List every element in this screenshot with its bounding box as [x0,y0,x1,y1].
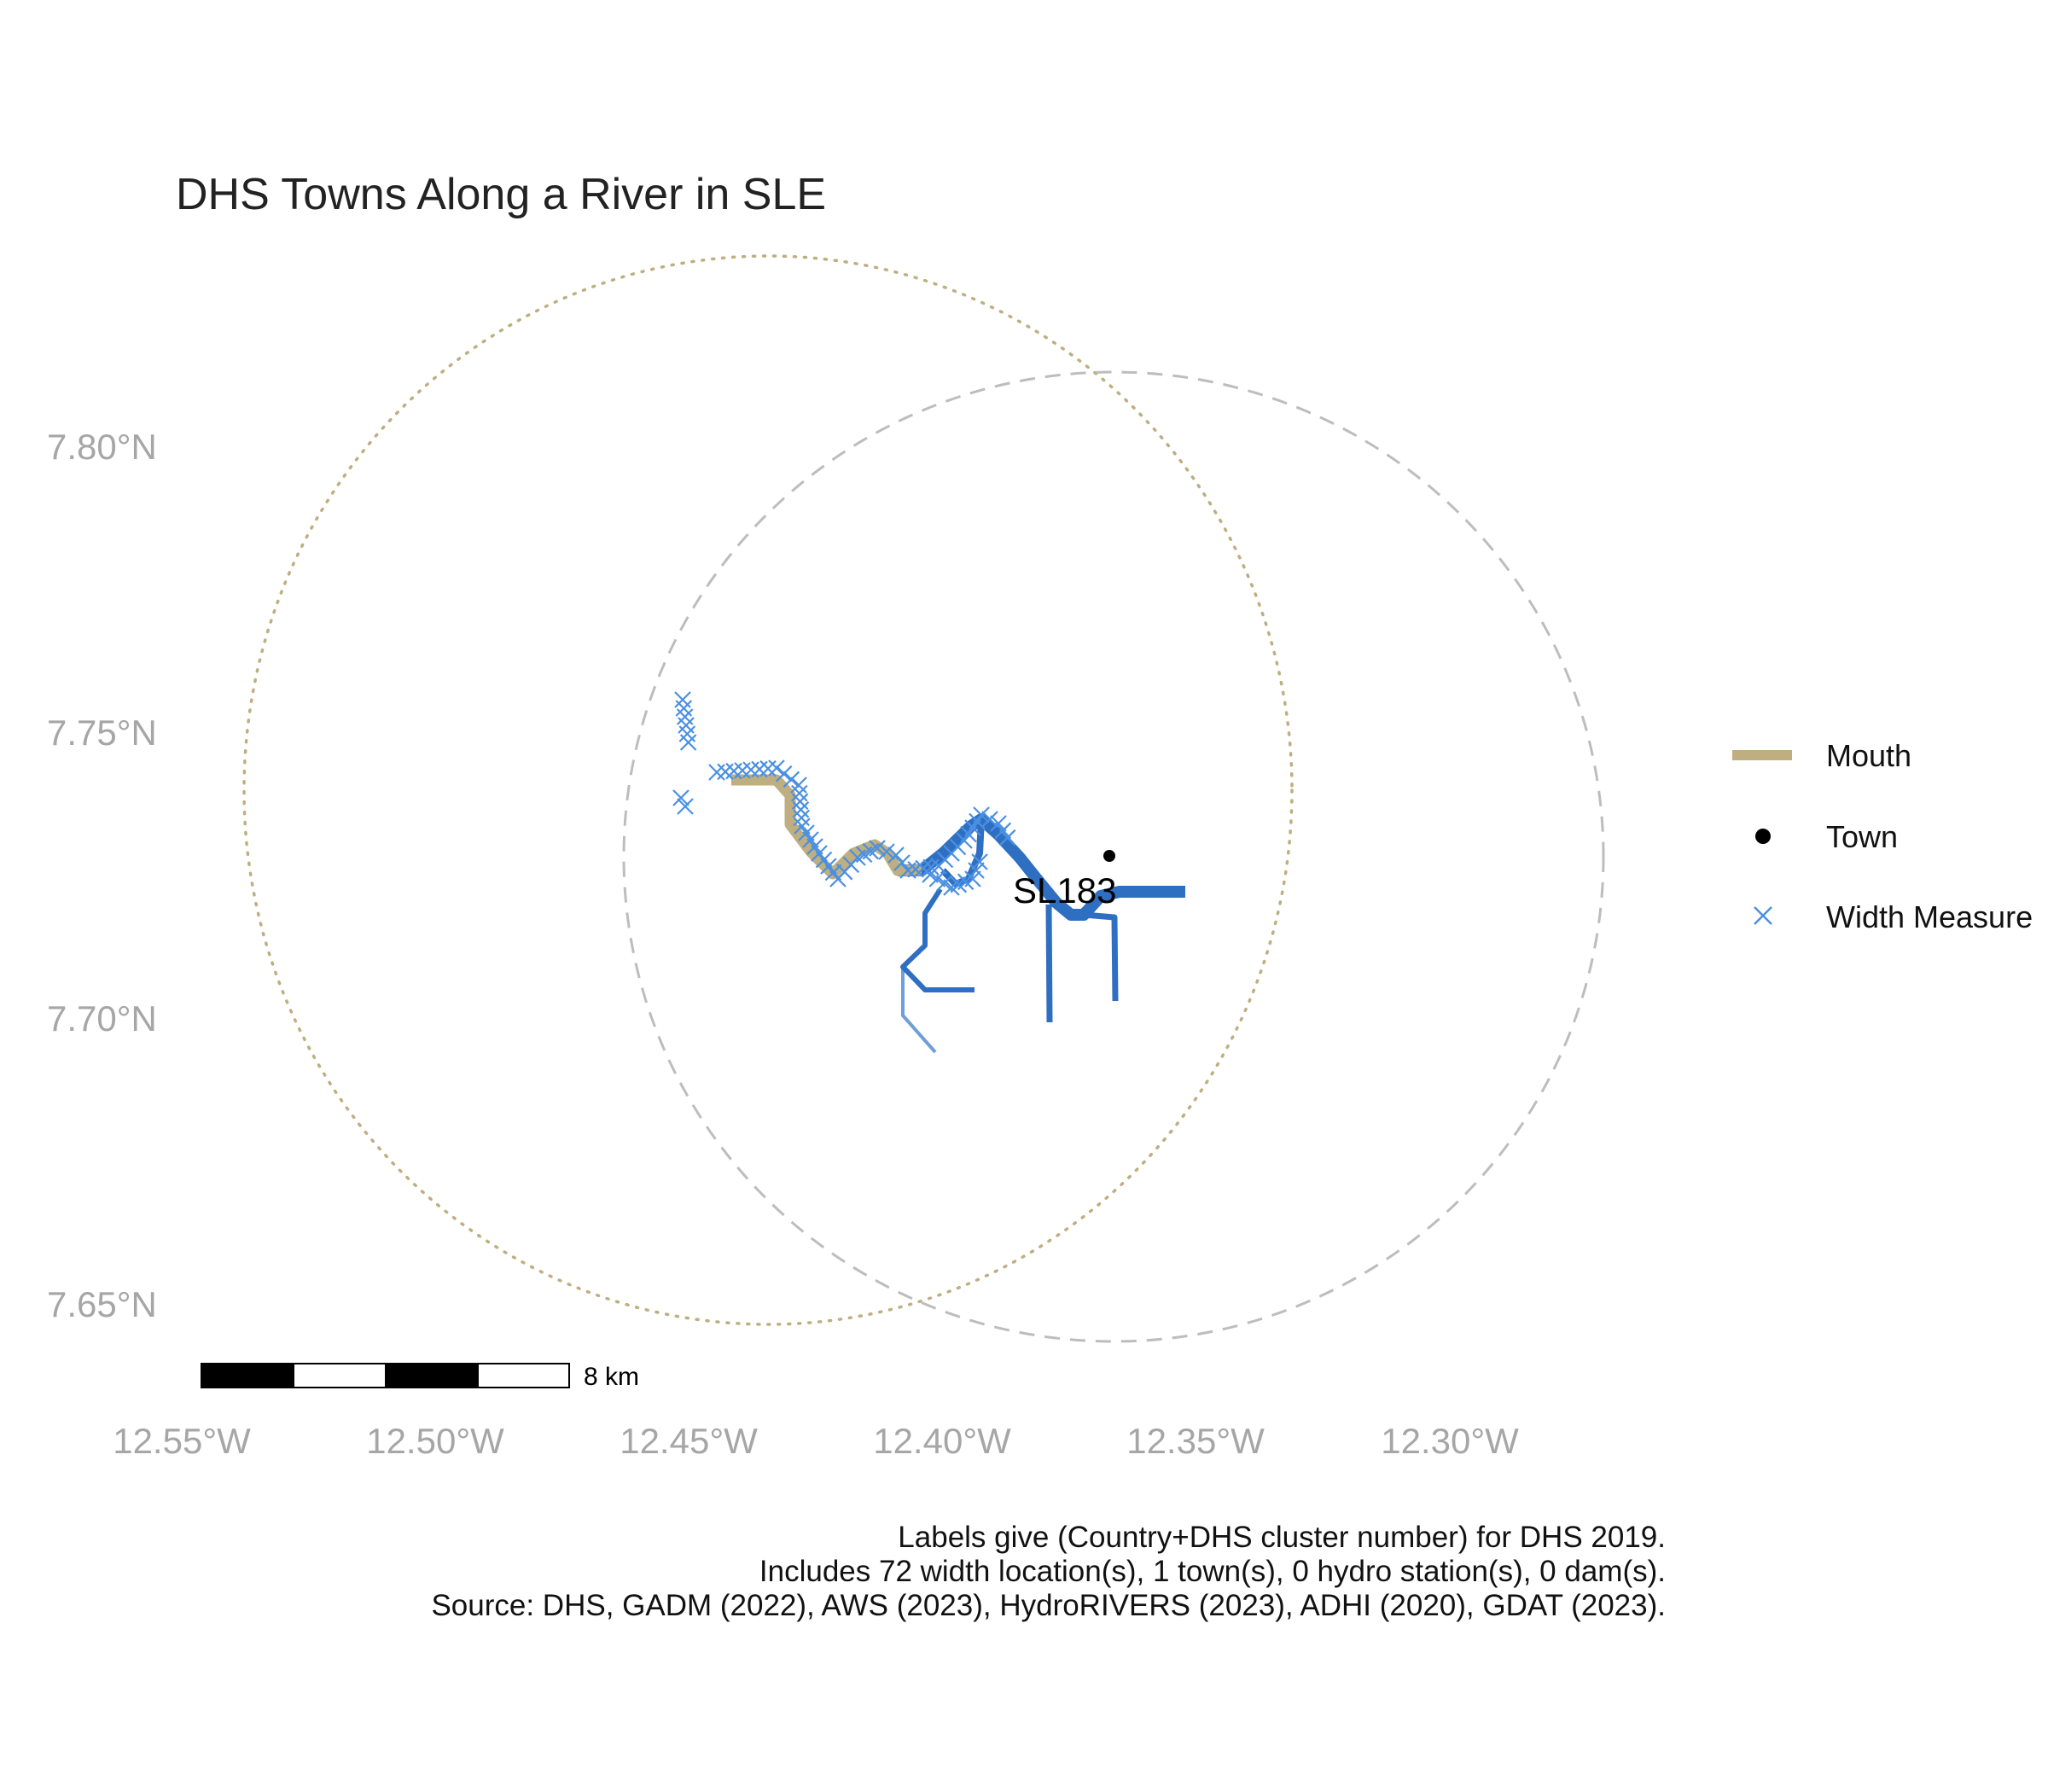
width-measure-marker [899,862,916,879]
lon-tick-label: 12.30°W [1381,1421,1519,1461]
lon-tick-label: 12.50°W [366,1421,504,1461]
width-measure-marker [971,853,988,870]
width-measure-marker [768,759,785,777]
legend-town-label: Town [1826,819,1898,854]
width-measure-marker [783,771,800,788]
width-measure-marker [968,862,985,879]
scale-bar-label: 8 km [584,1363,639,1391]
river-tributary-east [1083,911,1119,1002]
width-measure-marker [775,765,793,783]
legend-mouth-label: Mouth [1826,738,1911,773]
legend: Mouth Town Width Measure [1732,738,2033,934]
width-measure-marker [759,759,777,777]
town-buffer-circle [622,370,1605,1343]
river-tributary-light [901,967,937,1054]
town-label: SL183 [1013,870,1116,911]
width-measure-marker [994,822,1012,840]
width-measure-marker [793,809,810,827]
river-tributary-west [900,887,975,992]
legend-width-label: Width Measure [1826,899,2033,934]
lon-tick-label: 12.45°W [620,1421,758,1461]
width-measure-marker [791,784,808,802]
lat-tick-label: 7.75°N [47,713,157,753]
scale-bar: 8 km [201,1363,639,1391]
legend-town-swatch [1755,829,1771,844]
width-measure-marker [677,798,694,815]
lat-tick-label: 7.80°N [47,427,157,467]
width-measure-marker [717,763,734,781]
width-measure-marker [990,815,1007,832]
width-measure-marker [679,734,697,751]
legend-width-swatch [1754,906,1772,925]
width-measure-marker [790,777,807,794]
lon-tick-label: 12.40°W [873,1421,1011,1461]
width-measure-marker [708,764,725,781]
lat-tick-label: 7.65°N [47,1284,157,1324]
caption-line-3: Source: DHS, GADM (2022), AWS (2023), Hy… [431,1589,1666,1622]
lon-tick-label: 12.55°W [113,1421,251,1461]
width-measure-marker [792,801,810,818]
width-measure-marker [973,806,990,823]
width-measure-marker [887,847,905,864]
map-title: DHS Towns Along a River in SLE [176,170,826,219]
caption-line-1: Labels give (Country+DHS cluster number)… [898,1521,1666,1554]
lat-tick-label: 7.70°N [47,998,157,1039]
width-measure-markers [672,691,1016,896]
width-measure-marker [878,843,895,860]
width-measure-marker [672,789,689,806]
lon-tick-label: 12.35°W [1126,1421,1265,1461]
width-measure-marker [893,854,911,871]
width-measure-marker [964,870,981,887]
river-tributary-mid [1045,904,1053,1023]
width-measure-marker [981,811,998,828]
width-measure-marker [869,840,886,857]
width-measure-marker [922,858,940,876]
town-point [1103,850,1115,862]
caption-line-2: Includes 72 width location(s), 1 town(s)… [759,1555,1666,1588]
mouth-buffer-circle [242,254,1294,1326]
width-measure-marker [791,793,809,810]
width-measure-marker [907,860,924,878]
width-measure-marker [998,829,1016,847]
river-network [898,813,1185,1054]
